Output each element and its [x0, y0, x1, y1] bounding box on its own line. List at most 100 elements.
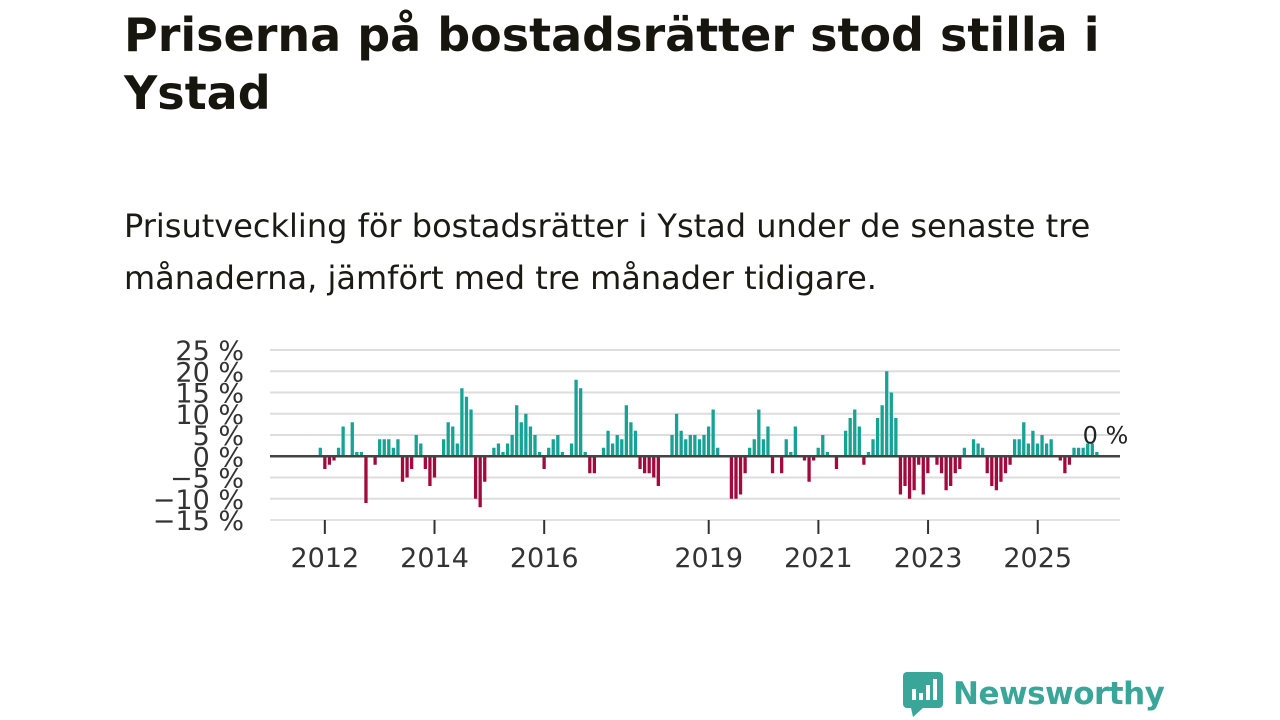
bar	[451, 426, 455, 457]
bar	[917, 456, 921, 465]
bar	[821, 435, 825, 457]
bar	[761, 439, 766, 457]
bar	[1063, 456, 1067, 474]
x-tick-label: 2023	[894, 543, 963, 574]
bar	[770, 456, 775, 474]
y-tick-label: 10 %	[175, 400, 244, 431]
bar	[364, 456, 368, 503]
bar	[592, 456, 597, 474]
bar	[1058, 456, 1062, 461]
bar	[834, 456, 839, 469]
bar	[1035, 443, 1040, 457]
bar	[958, 456, 962, 469]
bar	[588, 456, 592, 474]
bar	[994, 456, 999, 491]
y-tick-label: 25 %	[175, 336, 244, 367]
bar	[944, 456, 948, 491]
brand-logo[interactable]: Newsworthy	[903, 670, 1165, 718]
bar	[556, 435, 560, 457]
bar	[642, 456, 647, 474]
bar	[583, 452, 587, 457]
bar	[519, 422, 523, 457]
bar	[382, 439, 386, 457]
bar	[510, 435, 514, 457]
bar	[638, 456, 642, 469]
bar	[423, 456, 427, 469]
chart-subtitle: Prisutveckling för bostadsrätter i Ystad…	[124, 207, 1091, 297]
bar	[428, 456, 432, 486]
bar	[789, 452, 793, 457]
bar	[560, 452, 565, 457]
bar	[743, 456, 747, 474]
bar	[949, 456, 953, 486]
bar	[729, 456, 734, 499]
y-tick-label: −10 %	[153, 485, 244, 516]
bar	[706, 426, 711, 457]
bar	[1031, 430, 1035, 457]
bar	[524, 413, 528, 457]
bar	[647, 456, 651, 474]
bar	[848, 418, 852, 457]
bar	[473, 456, 478, 499]
bar	[1090, 443, 1094, 457]
bar	[1012, 439, 1017, 457]
bar	[601, 447, 606, 457]
bar	[875, 418, 880, 457]
bar	[432, 456, 437, 478]
bar	[871, 439, 875, 457]
chart-title: Priserna på bostadsrätter stod stilla i …	[124, 8, 1100, 120]
bar	[1022, 422, 1026, 457]
bar	[355, 452, 359, 457]
bar	[962, 447, 967, 457]
bar	[323, 456, 327, 469]
bar	[885, 371, 889, 457]
bar	[501, 452, 505, 457]
bar	[569, 443, 574, 457]
bar	[807, 456, 811, 482]
bar	[921, 456, 925, 495]
bar	[711, 409, 715, 457]
bar	[802, 456, 807, 461]
bar	[373, 456, 377, 465]
bar	[492, 447, 496, 457]
bar	[405, 456, 409, 478]
x-tick-label: 2012	[290, 543, 359, 574]
bar	[939, 456, 944, 474]
bar	[1003, 456, 1008, 474]
bar	[793, 426, 798, 457]
bar	[894, 418, 898, 457]
bar	[1095, 452, 1099, 457]
bar	[1044, 443, 1049, 457]
bar	[624, 405, 628, 457]
bar	[903, 456, 907, 486]
bar	[391, 447, 396, 457]
bar	[629, 422, 633, 457]
bar	[483, 456, 487, 482]
bar	[633, 430, 638, 457]
y-tick-label: 0 %	[193, 442, 244, 473]
bar	[734, 456, 738, 499]
bar	[478, 456, 482, 508]
bar	[898, 456, 903, 495]
bar	[378, 439, 382, 457]
y-tick-label: −15 %	[153, 506, 244, 537]
bar	[981, 447, 985, 457]
bar	[679, 430, 683, 457]
bar	[752, 439, 756, 457]
bar	[542, 456, 546, 469]
bar	[811, 456, 816, 461]
bar	[615, 435, 619, 457]
bar	[766, 426, 770, 457]
bar	[757, 409, 761, 457]
bar	[816, 447, 820, 457]
bar	[441, 439, 446, 457]
bar	[1008, 456, 1012, 465]
bar	[551, 439, 555, 457]
bar	[652, 456, 656, 478]
bar	[387, 439, 391, 457]
y-tick-label: 15 %	[175, 379, 244, 410]
bar	[574, 379, 578, 457]
bar	[547, 447, 551, 457]
latest-value-annotation: 0 %	[1083, 421, 1129, 449]
bar	[336, 447, 341, 457]
